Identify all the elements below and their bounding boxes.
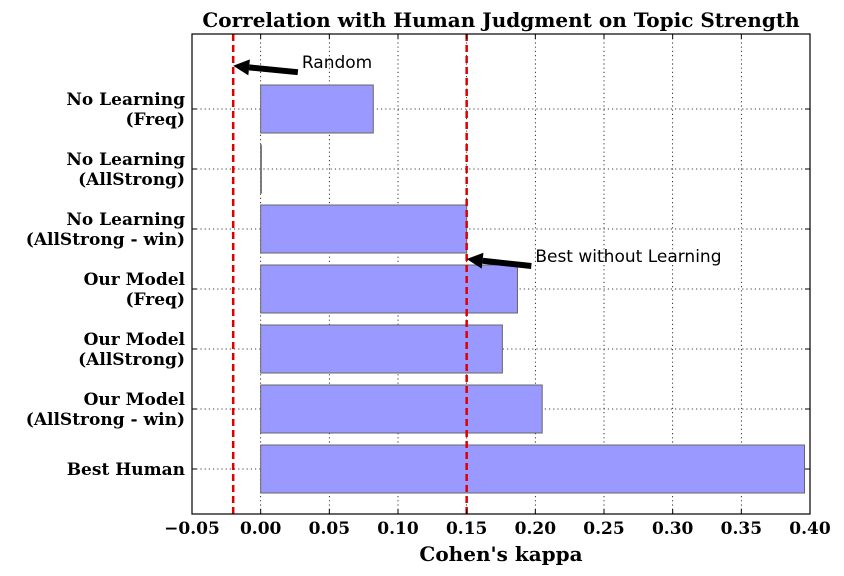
y-tick-label: (AllStrong)	[78, 350, 185, 370]
y-tick-label: No Learning	[66, 150, 185, 170]
y-tick-label: (AllStrong - win)	[26, 410, 185, 430]
y-tick-label: No Learning	[66, 210, 185, 230]
y-tick-label: (Freq)	[125, 290, 185, 310]
x-tick-labels: −0.05 0.00 0.05 0.10 0.15 0.20 0.25 0.30 0.35 0.4…	[164, 519, 831, 539]
x-tick-label: 0.20	[515, 519, 557, 539]
y-tick-label: (AllStrong)	[78, 170, 185, 190]
y-tick-label: (Freq)	[125, 110, 185, 130]
arrow-head	[466, 252, 484, 269]
axis-ticks	[191, 34, 811, 514]
arrow-shaft	[248, 64, 299, 76]
y-tick-label: Our Model	[84, 330, 186, 350]
plot-frame	[191, 33, 811, 515]
x-tick-label: 0.35	[721, 519, 762, 539]
bar	[260, 144, 262, 194]
bar	[260, 204, 468, 254]
chart-title: Correlation with Human Judgment on Topic…	[202, 8, 800, 32]
x-tick-label: −0.05	[164, 519, 220, 539]
x-tick-label: 0.15	[446, 519, 487, 539]
y-tick-label: (AllStrong - win)	[26, 230, 185, 250]
annotation-label: Best without Learning	[535, 247, 721, 267]
bar	[260, 84, 374, 134]
arrow-head	[233, 59, 250, 76]
bar	[260, 264, 518, 314]
y-tick-label: No Learning	[66, 90, 185, 110]
annotations: Random Best without Learning	[233, 53, 722, 269]
x-tick-label: 0.05	[309, 519, 350, 539]
x-tick-label: 0.25	[583, 519, 624, 539]
x-tick-label: 0.40	[789, 519, 831, 539]
x-tick-label: 0.10	[377, 519, 419, 539]
annotation-label: Random	[302, 53, 372, 73]
x-tick-label: 0.00	[240, 519, 282, 539]
arrow-shaft	[482, 257, 532, 269]
reference-lines	[231, 34, 468, 514]
x-axis-label: Cohen's kappa	[419, 542, 582, 566]
bar	[260, 444, 806, 494]
x-tick-label: 0.30	[652, 519, 694, 539]
bars	[260, 84, 806, 494]
bar	[260, 324, 503, 374]
bar	[260, 384, 543, 434]
y-tick-label: Best Human	[67, 460, 185, 480]
y-tick-labels: No Learning(Freq)No Learning(AllStrong)N…	[26, 90, 186, 480]
y-tick-label: Our Model	[84, 270, 186, 290]
y-tick-label: Our Model	[84, 390, 186, 410]
